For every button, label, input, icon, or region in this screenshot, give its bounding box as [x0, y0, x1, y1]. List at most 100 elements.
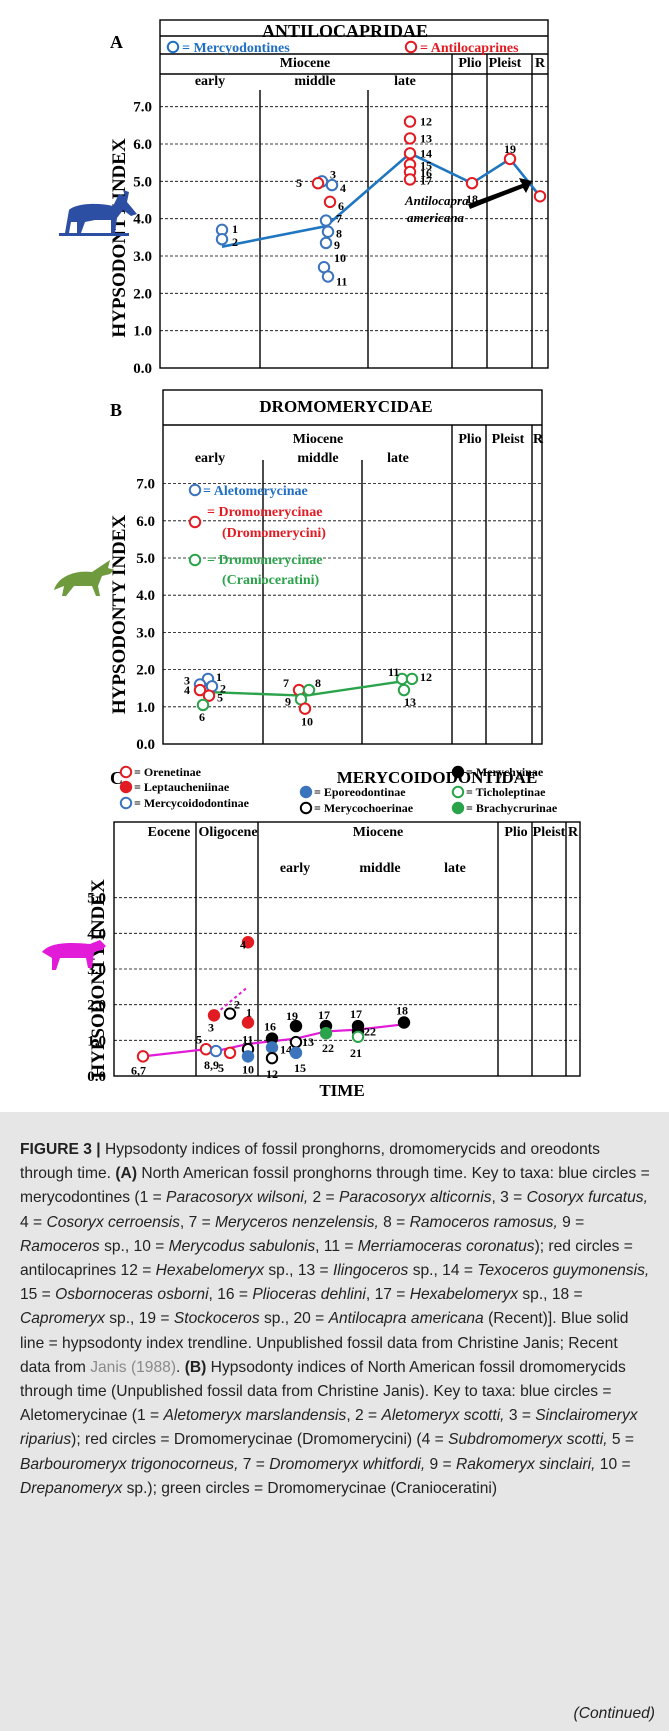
data-label: 12: [420, 115, 432, 129]
y-tick-label: 4.0: [133, 212, 152, 228]
caption-segment: sp., 13 =: [264, 1262, 333, 1280]
data-point: [265, 1051, 279, 1065]
data-label: 3: [330, 167, 336, 181]
caption-italic: Osbornoceras osborni: [55, 1286, 209, 1304]
caption-italic: Ramoceros ramosus,: [409, 1213, 558, 1231]
data-point: [405, 672, 419, 686]
epoch-label: Oligocene: [198, 825, 257, 840]
epoch-label: Pleist: [533, 825, 566, 840]
annotation-arrow: [468, 178, 532, 209]
data-label: 18: [396, 1004, 408, 1018]
data-label: 7: [283, 676, 289, 690]
epoch-label: Plio: [458, 432, 481, 447]
y-tick-label: 7.0: [136, 477, 155, 493]
data-label: 16: [264, 1020, 276, 1034]
data-label: 13: [302, 1035, 314, 1049]
y-tick-label: 3.0: [133, 249, 152, 265]
data-label: 2: [220, 681, 226, 695]
epoch-label: R: [568, 825, 579, 840]
data-point: [265, 1041, 279, 1054]
period-label: middle: [297, 451, 338, 466]
legend-label: = Mercycoidodontinae: [134, 796, 250, 810]
caption-segment: 15 =: [20, 1286, 56, 1304]
data-label: 5: [217, 691, 223, 705]
period-label: late: [394, 74, 416, 89]
panel-letter: C: [110, 768, 123, 788]
period-label: early: [195, 74, 225, 89]
data-label: 3: [208, 1020, 214, 1034]
legend-label: = Mercyodontines: [182, 41, 290, 56]
data-label: 4: [184, 683, 190, 697]
data-label: 19: [286, 1009, 298, 1023]
pronghorn-silhouette-icon: [59, 190, 137, 236]
data-label: 8: [336, 227, 342, 241]
legend-marker: [119, 780, 133, 794]
legend-label: = Merycochoerinae: [314, 801, 414, 815]
caption-segment: sp., 10 =: [99, 1237, 169, 1255]
caption-segment: Hypsodonty indices of fossil pronghorns,…: [20, 1141, 600, 1183]
y-tick-label: 1.0: [87, 1033, 106, 1049]
y-tick-label: 2.0: [136, 663, 155, 679]
data-point: [241, 1050, 255, 1063]
caption-italic: Drepanomeryx: [20, 1479, 123, 1497]
legend-marker: [188, 553, 202, 567]
caption-italic: Ramoceros: [20, 1237, 100, 1255]
caption-segment: , 3 =: [491, 1189, 527, 1207]
data-point: [215, 233, 229, 246]
chart-frame: [162, 389, 543, 745]
data-label: 6,7: [131, 1063, 146, 1077]
caption-italic: Barbouromeryx trigonocorneus,: [20, 1455, 239, 1473]
data-label: 17: [350, 1007, 362, 1021]
legend-label: = Orenetinae: [134, 765, 202, 779]
data-label: 3: [184, 673, 190, 687]
data-point: [289, 1019, 303, 1033]
data-label: 11: [242, 1032, 253, 1046]
caption-italic: Merriamoceras coronatus: [357, 1237, 535, 1255]
y-tick-label: 5.0: [87, 891, 106, 907]
epoch-label: Plio: [504, 825, 527, 840]
data-point: [136, 1050, 150, 1063]
data-label: 17: [420, 173, 432, 187]
legend-marker: [119, 765, 133, 779]
caption-italic: Cosoryx furcatus,: [526, 1189, 648, 1207]
period-label: middle: [294, 74, 335, 89]
caption-segment: sp., 20 =: [259, 1310, 329, 1328]
x-axis-label: TIME: [319, 1081, 364, 1100]
data-label: 10: [301, 715, 313, 729]
caption-italic: Stockoceros: [173, 1310, 260, 1328]
panel-a: 0.0 1.0 2.0 3.0 4.0 5.0 6.0 7.0 HYPSODONTY INDEX…: [109, 19, 549, 377]
legend-marker: [451, 765, 465, 779]
data-point: [403, 115, 417, 128]
caption-bold: (B): [184, 1358, 207, 1376]
period-label: middle: [359, 861, 400, 876]
period-label: late: [444, 861, 466, 876]
caption-reference-link[interactable]: Janis (1988): [90, 1358, 177, 1376]
caption-bold: FIGURE 3 |: [20, 1141, 105, 1158]
data-label: 9: [285, 694, 291, 708]
data-label: 19: [504, 142, 516, 156]
caption-segment: , 16 =: [208, 1286, 253, 1304]
caption-segment: , 7 =: [179, 1213, 216, 1231]
data-point: [321, 225, 335, 238]
epoch-label: Pleist: [492, 432, 525, 447]
caption-segment: .: [176, 1358, 185, 1376]
y-tick-label: 1.0: [133, 324, 152, 340]
caption-segment: 4 =: [20, 1213, 47, 1231]
caption-bold: (A): [115, 1165, 138, 1183]
y-tick-label: 2.0: [133, 286, 152, 302]
legend-marker: [404, 40, 418, 54]
legend-label: = Ticholeptinae: [466, 785, 546, 799]
data-label: 1: [246, 1006, 252, 1020]
caption-italic: Aletomeryx marslandensis: [163, 1407, 347, 1425]
trendline: [221, 151, 542, 248]
legend-label: = Dromomerycinae: [207, 553, 322, 568]
caption-segment: sp., 19 =: [104, 1310, 174, 1328]
caption-italic: Cosoryx cerroensis: [46, 1213, 180, 1231]
chart-frame: [113, 821, 581, 1077]
y-axis-label: HYPSODONTY INDEX: [88, 879, 109, 1079]
data-label: 2: [234, 998, 240, 1012]
epoch-label: Plio: [458, 56, 481, 71]
period-label: early: [195, 451, 225, 466]
caption-segment: , 2 =: [346, 1407, 382, 1425]
